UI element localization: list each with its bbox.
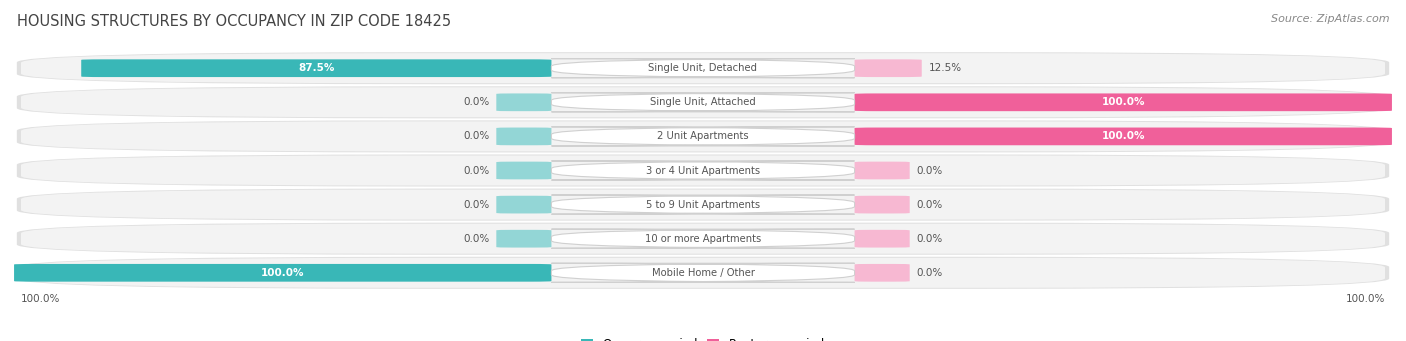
FancyBboxPatch shape [855, 162, 910, 179]
FancyBboxPatch shape [855, 264, 910, 282]
Text: Single Unit, Attached: Single Unit, Attached [650, 97, 756, 107]
FancyBboxPatch shape [551, 229, 855, 248]
FancyBboxPatch shape [551, 161, 855, 180]
Text: 100.0%: 100.0% [1346, 294, 1385, 304]
FancyBboxPatch shape [21, 53, 1385, 83]
FancyBboxPatch shape [21, 190, 1385, 220]
Text: 0.0%: 0.0% [463, 165, 489, 176]
FancyBboxPatch shape [551, 59, 855, 78]
Text: 5 to 9 Unit Apartments: 5 to 9 Unit Apartments [645, 199, 761, 210]
FancyBboxPatch shape [855, 128, 1392, 145]
FancyBboxPatch shape [496, 93, 551, 111]
Text: 0.0%: 0.0% [463, 131, 489, 142]
Text: 0.0%: 0.0% [463, 199, 489, 210]
Text: 0.0%: 0.0% [917, 268, 943, 278]
FancyBboxPatch shape [21, 224, 1385, 254]
FancyBboxPatch shape [496, 196, 551, 213]
FancyBboxPatch shape [855, 196, 910, 213]
FancyBboxPatch shape [17, 52, 1389, 84]
Text: HOUSING STRUCTURES BY OCCUPANCY IN ZIP CODE 18425: HOUSING STRUCTURES BY OCCUPANCY IN ZIP C… [17, 14, 451, 29]
Text: 100.0%: 100.0% [21, 294, 60, 304]
Text: 100.0%: 100.0% [262, 268, 305, 278]
FancyBboxPatch shape [855, 93, 1392, 111]
FancyBboxPatch shape [855, 230, 910, 248]
FancyBboxPatch shape [551, 127, 855, 146]
Text: 100.0%: 100.0% [1101, 97, 1144, 107]
Text: 12.5%: 12.5% [928, 63, 962, 73]
Text: 2 Unit Apartments: 2 Unit Apartments [657, 131, 749, 142]
FancyBboxPatch shape [551, 263, 855, 282]
FancyBboxPatch shape [855, 59, 922, 77]
FancyBboxPatch shape [21, 155, 1385, 186]
FancyBboxPatch shape [21, 258, 1385, 288]
Text: 87.5%: 87.5% [298, 63, 335, 73]
FancyBboxPatch shape [21, 87, 1385, 117]
Text: 10 or more Apartments: 10 or more Apartments [645, 234, 761, 244]
Text: 0.0%: 0.0% [463, 97, 489, 107]
Text: 0.0%: 0.0% [917, 199, 943, 210]
Text: 0.0%: 0.0% [463, 234, 489, 244]
FancyBboxPatch shape [17, 189, 1389, 221]
Text: 3 or 4 Unit Apartments: 3 or 4 Unit Apartments [645, 165, 761, 176]
FancyBboxPatch shape [17, 257, 1389, 289]
FancyBboxPatch shape [496, 128, 551, 145]
FancyBboxPatch shape [496, 230, 551, 248]
Text: Mobile Home / Other: Mobile Home / Other [651, 268, 755, 278]
FancyBboxPatch shape [551, 195, 855, 214]
FancyBboxPatch shape [14, 264, 551, 282]
FancyBboxPatch shape [17, 154, 1389, 187]
FancyBboxPatch shape [17, 120, 1389, 152]
Text: 0.0%: 0.0% [917, 234, 943, 244]
Legend: Owner-occupied, Renter-occupied: Owner-occupied, Renter-occupied [581, 338, 825, 341]
FancyBboxPatch shape [17, 86, 1389, 118]
FancyBboxPatch shape [82, 59, 551, 77]
FancyBboxPatch shape [17, 223, 1389, 255]
FancyBboxPatch shape [21, 121, 1385, 151]
Text: Source: ZipAtlas.com: Source: ZipAtlas.com [1271, 14, 1389, 24]
Text: Single Unit, Detached: Single Unit, Detached [648, 63, 758, 73]
FancyBboxPatch shape [551, 93, 855, 112]
FancyBboxPatch shape [496, 162, 551, 179]
Text: 0.0%: 0.0% [917, 165, 943, 176]
Text: 100.0%: 100.0% [1101, 131, 1144, 142]
